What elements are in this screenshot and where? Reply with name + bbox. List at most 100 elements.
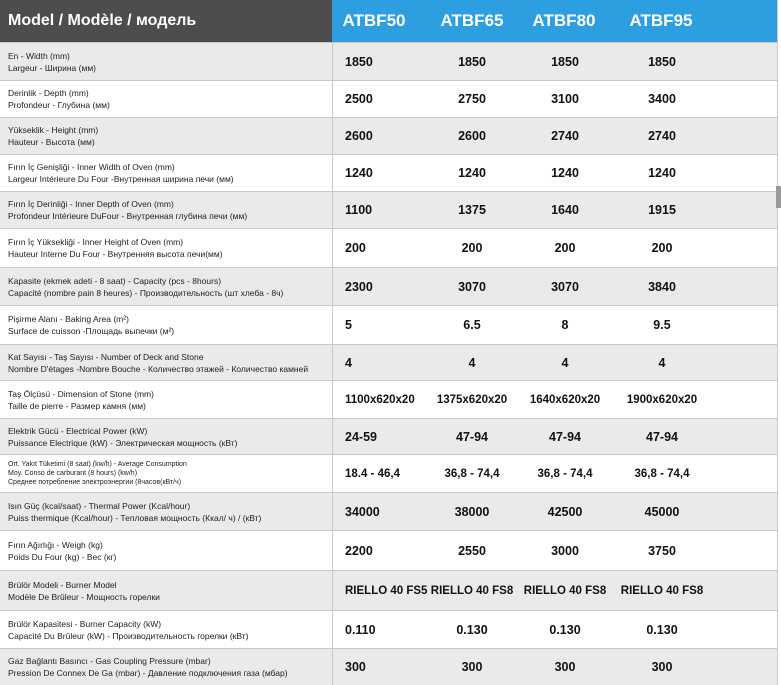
table-right-border — [777, 0, 778, 685]
cell-value: 36,8 - 74,4 — [444, 467, 500, 480]
table-row: Gaz Bağlantı Basıncı - Gas Coupling Pres… — [0, 648, 777, 685]
row-label-line: Brülör Modeli - Burner Model — [8, 579, 117, 590]
cell-value: 6.5 — [463, 318, 481, 332]
cell-value: 200 — [461, 241, 483, 255]
row-label-line: Surface de cuisson -Площадь выпечки (м²) — [8, 326, 175, 336]
cell-value: 1850 — [458, 54, 486, 69]
row-label-line: Pression De Connex De Ga (mbar) - Давлен… — [8, 668, 288, 678]
model-column-heading: ATBF50 — [342, 11, 406, 30]
cell-value: 1375x620x20 — [436, 393, 508, 406]
row-label: Kat Sayısı - Taş Sayısı - Number of Deck… — [8, 345, 328, 380]
cell-value: 1240 — [648, 166, 676, 180]
row-label: Fırın İç Yüksekliği - Inner Height of Ov… — [8, 229, 328, 267]
row-label-line: Fırın Ağırlığı - Weigh (kg) — [8, 539, 103, 550]
row-label-line: En - Width (mm) — [8, 50, 70, 61]
column-separator — [332, 419, 333, 454]
cell-value: 2740 — [648, 129, 676, 143]
cell-value: 1100x620x20 — [345, 393, 415, 406]
cell-value: 1900x620x20 — [626, 393, 698, 406]
cell-value: 0.130 — [646, 622, 678, 637]
column-separator — [332, 81, 333, 117]
row-label: Elektrik Gücü - Electrical Power (kW) Pui… — [8, 419, 328, 454]
column-separator — [332, 611, 333, 648]
row-label-line: Kapasite (ekmek adeti - 8 saat) - Capaci… — [8, 275, 222, 286]
row-label-line: Pişirme Alanı - Baking Area (m²) — [8, 314, 129, 324]
cell-value: 2550 — [458, 543, 486, 558]
table-row: Kapasite (ekmek adeti - 8 saat) - Capaci… — [0, 267, 777, 305]
cell-value: 45000 — [644, 504, 680, 519]
row-label: Kapasite (ekmek adeti - 8 saat) - Capaci… — [8, 268, 328, 305]
row-label-line: Isın Güç (kcal/saat) - Thermal Power (Kc… — [8, 500, 191, 511]
cell-value: 38000 — [454, 504, 490, 519]
table-row: Yükseklik - Height (mm) Hauteur - Высота … — [0, 117, 777, 154]
row-label-line: Profondeur Intérieure DuFour - Внутренна… — [8, 211, 248, 221]
row-label-line: Largeur - Ширина (мм) — [8, 62, 96, 73]
row-label-line: Taille de pierre - Размер камня (мм) — [8, 400, 146, 411]
row-label: Fırın İç Genişliği - Inner Width of Oven… — [8, 155, 328, 191]
row-label: Brülör Kapasitesi - Burner Capacity (kW)… — [8, 611, 328, 648]
cell-value: 3070 — [551, 279, 579, 294]
column-separator — [332, 118, 333, 154]
table-row: Brülör Kapasitesi - Burner Capacity (kW)… — [0, 610, 777, 648]
table-row: Isın Güç (kcal/saat) - Thermal Power (Kc… — [0, 492, 777, 530]
row-label: Pişirme Alanı - Baking Area (m²) Surface … — [8, 306, 328, 344]
row-label-line: Elektrik Gücü - Electrical Power (kW) — [8, 425, 148, 436]
cell-value: 3400 — [648, 92, 676, 106]
row-label-line: Puiss thermique (Kcal/hour) - Тепловая м… — [8, 512, 262, 523]
table-row: Fırın İç Genişliği - Inner Width of Oven… — [0, 154, 777, 191]
table-row: Taş Ölçüsü - Dimension of Stone (mm) Tail… — [0, 380, 777, 418]
cell-value: 24-59 — [345, 429, 377, 444]
row-label-line: Fırın İç Genişliği - Inner Width of Oven… — [8, 162, 175, 172]
table-row: Fırın İç Derinliği - Inner Depth of Oven… — [0, 191, 777, 228]
cell-value: 300 — [461, 660, 483, 674]
row-label-line: Profondeur - Глубина (мм) — [8, 100, 110, 110]
cell-value: RIELLO 40 FS8 — [430, 584, 514, 597]
cell-value: 4 — [345, 355, 352, 370]
cell-value: RIELLO 40 FS8 — [620, 584, 704, 597]
row-label: Taş Ölçüsü - Dimension of Stone (mm) Tail… — [8, 381, 328, 418]
cell-value: RIELLO 40 FS5 — [345, 584, 428, 597]
column-separator — [332, 268, 333, 305]
cell-value: 0.130 — [456, 622, 488, 637]
cell-value: 1850 — [345, 54, 373, 69]
row-label-line: Nombre D'étages -Nombre Bouche - Количес… — [8, 363, 309, 374]
row-label-line: Gaz Bağlantı Basıncı - Gas Coupling Pres… — [8, 656, 211, 666]
cell-value: 1850 — [551, 54, 579, 69]
row-label-line: Среднее потребление электроэнергии (8час… — [8, 479, 182, 486]
cell-value: 1640x620x20 — [529, 393, 601, 406]
header-models: ATBF50 ATBF65 ATBF80 ATBF95 — [332, 0, 777, 42]
cell-value: 36,8 - 74,4 — [537, 467, 593, 480]
row-label-line: Yükseklik - Height (mm) — [8, 125, 99, 135]
cell-value: 36,8 - 74,4 — [634, 467, 690, 480]
row-label-line: Moy. Conso de carburant (8 hours) (kw/h) — [8, 470, 138, 477]
cell-value: 2200 — [345, 543, 373, 558]
row-label-line: Kat Sayısı - Taş Sayısı - Number of Deck… — [8, 351, 204, 362]
column-separator — [332, 192, 333, 228]
model-column-heading: ATBF95 — [629, 11, 693, 30]
cell-value: 42500 — [547, 504, 583, 519]
cell-value: 2500 — [345, 92, 373, 106]
column-separator — [332, 306, 333, 344]
cell-value: 4 — [561, 355, 569, 370]
cell-value: 2600 — [345, 129, 373, 143]
row-label-line: Hauteur Interne Du Four - Внутренняя выс… — [8, 249, 223, 259]
cell-value: 1240 — [458, 166, 486, 180]
column-separator — [332, 649, 333, 685]
column-separator — [332, 455, 333, 492]
cell-value: 4 — [468, 355, 476, 370]
cell-value: 8 — [561, 318, 569, 332]
table-row: Elektrik Gücü - Electrical Power (kW) Pui… — [0, 418, 777, 454]
cell-value: 1640 — [551, 203, 579, 217]
cell-value: 1240 — [345, 166, 373, 180]
cell-value: 47-94 — [549, 429, 581, 444]
table-header: Model / Modèle / модель ATBF50 ATBF65 AT… — [0, 0, 777, 42]
cell-value: 1915 — [648, 203, 676, 217]
cell-value: 1240 — [551, 166, 579, 180]
column-separator — [332, 531, 333, 570]
row-label-line: Brülör Kapasitesi - Burner Capacity (kW) — [8, 618, 162, 629]
row-label-line: Capacité Du Brûleur (kW) - Производитель… — [8, 630, 249, 641]
row-label-line: Ort. Yakıt Tüketimi (8 saat) (kw/h) - Av… — [8, 461, 187, 468]
scroll-marker — [776, 186, 781, 208]
cell-value: 47-94 — [456, 429, 488, 444]
